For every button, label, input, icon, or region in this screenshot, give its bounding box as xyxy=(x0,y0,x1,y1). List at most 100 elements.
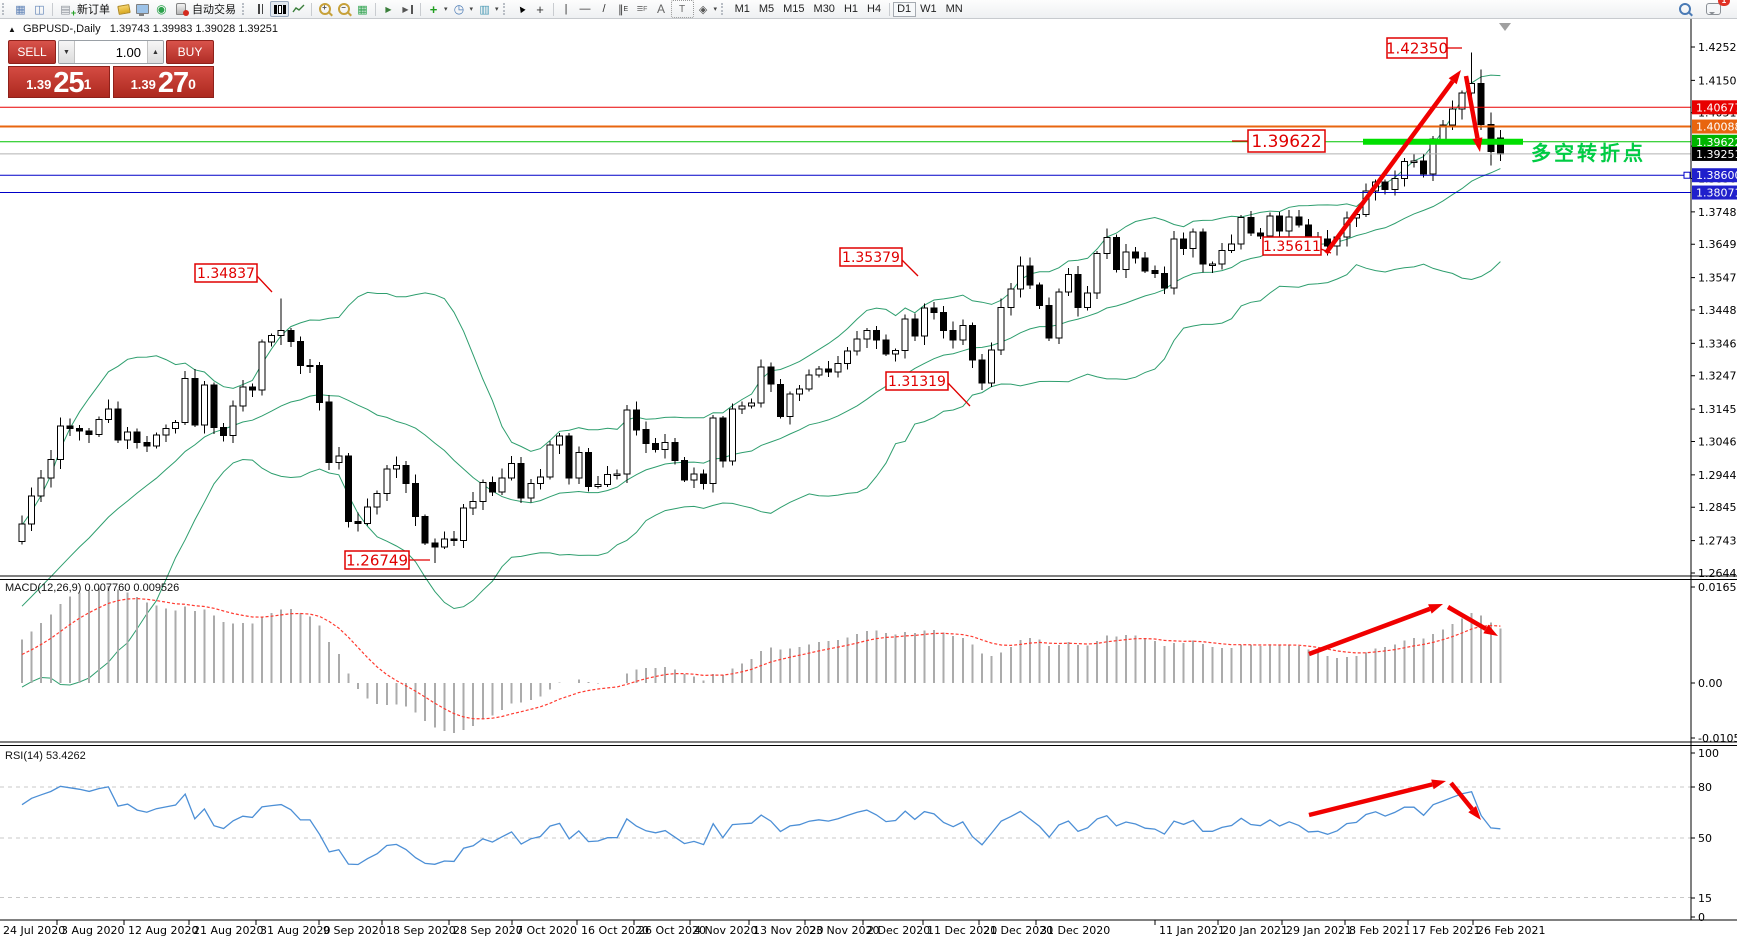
toolbar-grip[interactable] xyxy=(721,3,727,15)
bullish-candle xyxy=(1007,288,1015,309)
metaeditor-icon[interactable] xyxy=(114,1,133,17)
indicators-dropdown-icon[interactable]: ▾ xyxy=(444,6,448,13)
buy-price-display[interactable]: 1.39 27 0 xyxy=(112,66,214,98)
volume-decrease-button[interactable]: ▼ xyxy=(59,41,75,63)
horizontal-line-icon[interactable]: — xyxy=(579,3,591,15)
timeframe-MN[interactable]: MN xyxy=(945,2,963,15)
bearish-candle xyxy=(114,408,122,441)
sell-price-display[interactable]: 1.39 25 1 xyxy=(8,66,110,98)
date-tick-label: 28 Sep 2020 xyxy=(453,924,523,937)
templates-dropdown-icon[interactable]: ▾ xyxy=(495,6,499,13)
bearish-candle xyxy=(1045,304,1053,339)
timeframe-M5[interactable]: M5 xyxy=(758,2,775,15)
crosshair-icon[interactable]: + xyxy=(536,1,544,17)
trend-arrow-rsi-down[interactable] xyxy=(1449,781,1474,811)
chart-title: ▲ GBPUSD-,Daily 1.39743 1.39983 1.39028 … xyxy=(8,23,278,35)
bar-chart-icon[interactable] xyxy=(251,1,270,17)
trendline-icon[interactable]: / xyxy=(602,3,606,15)
bearish-candle xyxy=(1477,82,1485,126)
annotation-box-1.26749[interactable] xyxy=(344,550,410,570)
toolbar-grip[interactable] xyxy=(242,3,248,15)
volume-increase-button[interactable]: ▲ xyxy=(147,41,163,63)
annotation-box-1.42350[interactable] xyxy=(1386,37,1448,59)
trend-arrow-macd-up[interactable] xyxy=(1308,606,1431,657)
line-selection-handle[interactable] xyxy=(1683,171,1691,179)
timeframe-D1[interactable]: D1 xyxy=(892,1,916,17)
new-order-label[interactable]: 新订单 xyxy=(77,4,110,16)
date-tick-label: 11 Jan 2021 xyxy=(1159,924,1225,937)
date-tick-label: 31 Dec 2020 xyxy=(1040,924,1110,937)
toolbar-grip[interactable] xyxy=(2,3,8,15)
annotation-box-1.35379[interactable] xyxy=(839,247,903,267)
buy-button[interactable]: BUY xyxy=(166,40,214,64)
toolbar-grip[interactable] xyxy=(502,3,509,15)
volume-stepper: ▼ 1.00 ▲ xyxy=(58,40,164,64)
timeframe-M15[interactable]: M15 xyxy=(783,2,805,15)
trend-arrow-price-up[interactable] xyxy=(1324,79,1455,255)
equidistant-channel-icon[interactable]: ∥ E xyxy=(617,3,629,16)
bollinger-middle-band xyxy=(21,168,1501,607)
timeframe-M1[interactable]: M1 xyxy=(734,2,750,15)
text-label-icon[interactable]: T xyxy=(670,0,694,18)
bearish-candle xyxy=(1295,216,1303,226)
timeframe-W1[interactable]: W1 xyxy=(920,2,937,15)
timeframe-M30[interactable]: M30 xyxy=(813,2,835,15)
bullish-candle xyxy=(738,405,746,410)
indicators-icon[interactable]: + xyxy=(429,1,438,17)
trend-arrow-price-down[interactable] xyxy=(1463,75,1480,139)
bullish-candle xyxy=(172,422,180,430)
macd-tick-label: 0.00 xyxy=(1698,677,1723,690)
zoom-in-icon[interactable]: + xyxy=(315,1,334,17)
sell-button[interactable]: SELL xyxy=(8,40,56,64)
annotation-leader xyxy=(256,275,273,293)
data-window-icon[interactable]: ◫ xyxy=(34,3,45,16)
trend-arrow-macd-down[interactable] xyxy=(1446,605,1488,631)
templates-icon[interactable]: ▥ xyxy=(479,3,490,16)
bearish-candle xyxy=(431,542,439,548)
bullish-candle xyxy=(863,330,871,340)
timeframe-H4[interactable]: H4 xyxy=(867,2,882,15)
notifications-icon[interactable]: 1 xyxy=(1704,0,1730,17)
signals-icon[interactable]: ◉ xyxy=(156,2,167,16)
shapes-dropdown-icon[interactable]: ▾ xyxy=(713,6,718,13)
bullish-candle xyxy=(1458,92,1466,110)
chart-shift-marker[interactable] xyxy=(1499,23,1511,31)
line-chart-icon[interactable] xyxy=(289,1,308,17)
bullish-candle xyxy=(805,374,813,390)
collapse-panel-icon[interactable]: ▲ xyxy=(8,25,16,34)
text-icon[interactable]: A xyxy=(657,2,666,16)
trend-arrow-rsi-up[interactable] xyxy=(1308,782,1433,818)
bullish-candle xyxy=(1410,160,1418,163)
fibonacci-icon[interactable]: ≡ F xyxy=(636,3,648,15)
turning-point-text[interactable]: 多空转折点 xyxy=(1531,141,1646,165)
timeframe-H1[interactable]: H1 xyxy=(843,2,858,15)
candlestick-chart-icon[interactable] xyxy=(270,1,289,17)
bearish-candle xyxy=(872,330,880,341)
annotation-box-1.35611[interactable] xyxy=(1262,236,1322,256)
zoom-out-icon[interactable]: − xyxy=(334,1,353,17)
chart-shift-icon[interactable]: ▶ xyxy=(398,1,417,17)
annotation-box-1.34837[interactable] xyxy=(194,263,258,283)
search-icon[interactable] xyxy=(1675,1,1694,17)
bearish-candle xyxy=(133,431,141,443)
auto-scroll-icon[interactable]: ▶ xyxy=(385,4,392,14)
bullish-candle xyxy=(892,350,900,355)
date-tick-label: 7 Oct 2020 xyxy=(516,924,577,937)
periods-icon[interactable]: ◷ xyxy=(453,2,465,16)
new-order-icon[interactable]: ▤ + xyxy=(60,3,76,18)
volume-input[interactable]: 1.00 xyxy=(115,44,141,60)
sell-price-sup: 1 xyxy=(83,76,92,92)
shapes-icon[interactable]: ◈ xyxy=(698,3,708,16)
annotation-box-1.31319[interactable] xyxy=(885,371,949,391)
autotrading-label[interactable]: 自动交易 xyxy=(192,4,236,16)
tile-windows-icon[interactable]: ▦ xyxy=(357,3,368,16)
terminal-icon[interactable] xyxy=(133,1,152,17)
annotation-box-1.39622[interactable] xyxy=(1247,129,1326,153)
market-watch-icon[interactable]: ▦ xyxy=(15,3,26,16)
autotrading-icon[interactable] xyxy=(171,1,190,17)
periods-dropdown-icon[interactable]: ▾ xyxy=(469,6,474,13)
chart-background xyxy=(0,18,1737,940)
vertical-line-icon[interactable]: | xyxy=(564,3,568,15)
cursor-icon[interactable]: ▲ xyxy=(513,1,529,17)
